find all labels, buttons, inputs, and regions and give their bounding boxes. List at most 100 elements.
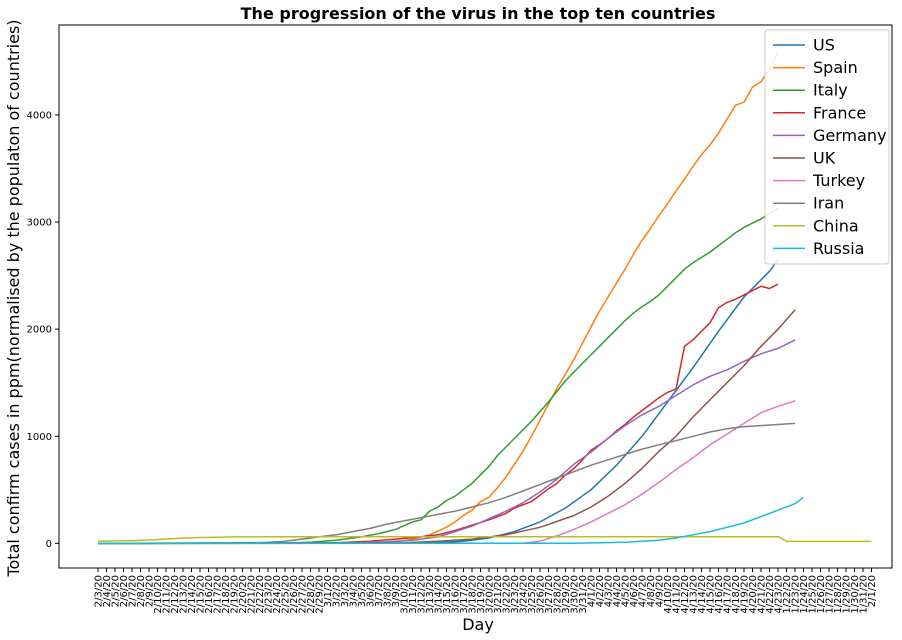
y-axis-label: Total confirm cases in ppm(normalised by… [4,19,23,577]
x-tick-label: 3/30/20 [570,575,581,614]
x-tick-label: 3/12/20 [417,575,428,614]
x-tick-label: 4/3/20 [604,575,615,607]
x-tick-label: 3/27/20 [544,575,555,614]
x-tick-label: 2/9/20 [145,575,156,607]
x-tick-label: 3/15/20 [442,575,453,614]
x-tick-label: 4/5/20 [621,575,632,607]
x-tick-label: 2/4/20 [102,575,113,607]
x-tick-label: 4/17/20 [723,575,734,614]
series-line-italy [97,207,779,545]
x-tick-label: 3/9/20 [391,575,402,607]
x-tick-label: 1/30/20 [850,575,861,614]
x-tick-label: 3/1/20 [323,575,334,607]
x-tick-label: 2/8/20 [136,575,147,607]
x-tick-label: 3/6/20 [366,575,377,607]
x-tick-label: 2/26/20 [289,575,300,614]
x-tick-label: 4/4/20 [612,575,623,607]
x-tick-label: 3/24/20 [519,575,530,614]
series-line-russia [97,496,804,545]
legend-label: UK [813,149,836,168]
plot-area [58,24,893,569]
y-axis-ticks: 0 1000 2000 3000 4000 [27,110,59,550]
x-tick-label: 4/10/20 [663,575,674,614]
y-tick-label: 4000 [27,110,52,121]
x-tick-label: 3/16/20 [451,575,462,614]
x-axis-ticks: 2/3/202/4/202/5/202/6/202/7/202/8/202/9/… [94,568,878,614]
x-tick-label: 3/11/20 [408,575,419,614]
x-tick-label: 2/13/20 [179,575,190,614]
x-tick-label: 1/25/20 [808,575,819,614]
x-tick-label: 2/17/20 [213,575,224,614]
x-tick-label: 2/5/20 [111,575,122,607]
x-tick-label: 2/22/20 [255,575,266,614]
legend-label: Germany [813,126,887,145]
x-tick-label: 2/16/20 [204,575,215,614]
x-axis-label: Day [462,615,494,634]
x-tick-label: 3/22/20 [502,575,513,614]
x-tick-label: 3/5/20 [357,575,368,607]
chart-title: The progression of the virus in the top … [241,4,716,23]
legend-label: Russia [813,239,864,258]
x-tick-label: 3/31/20 [578,575,589,614]
x-tick-label: 4/23/20 [774,575,785,614]
x-tick-label: 3/4/20 [349,575,360,607]
x-tick-label: 4/16/20 [714,575,725,614]
series-line-turkey [97,400,796,545]
x-tick-label: 1/29/20 [842,575,853,614]
x-tick-label: 4/13/20 [689,575,700,614]
legend: US Spain Italy France Germany UK Turkey Iran Chi… [764,29,890,265]
x-tick-label: 1/31/20 [859,575,870,614]
x-tick-label: 3/21/20 [493,575,504,614]
legend-label: France [813,103,866,122]
x-tick-label: 3/25/20 [527,575,538,614]
x-tick-label: 2/21/20 [247,575,258,614]
series-line-france [97,283,779,545]
x-tick-label: 3/18/20 [468,575,479,614]
legend-label: US [813,36,835,55]
series-line-us [97,259,779,545]
x-tick-label: 1/24/20 [799,575,810,614]
x-tick-label: 2/14/20 [187,575,198,614]
legend-label: China [813,216,859,235]
x-tick-label: 3/26/20 [536,575,547,614]
x-tick-label: 4/8/20 [646,575,657,607]
x-tick-label: 1/22/20 [782,575,793,614]
x-tick-label: 3/13/20 [425,575,436,614]
x-tick-label: 2/28/20 [306,575,317,614]
x-tick-label: 4/12/20 [680,575,691,614]
series-line-spain [97,52,779,545]
x-tick-label: 1/27/20 [825,575,836,614]
x-tick-label: 1/28/20 [833,575,844,614]
x-tick-label: 4/2/20 [595,575,606,607]
x-tick-label: 2/20/20 [238,575,249,614]
x-tick-label: 2/15/20 [196,575,207,614]
x-tick-label: 2/10/20 [153,575,164,614]
legend-label: Iran [813,194,844,213]
x-tick-label: 3/19/20 [476,575,487,614]
x-tick-label: 1/23/20 [791,575,802,614]
x-tick-label: 2/24/20 [272,575,283,614]
x-tick-label: 2/27/20 [298,575,309,614]
y-tick-label: 3000 [27,218,52,229]
legend-label: Italy [813,81,848,100]
series-line-uk [97,309,796,545]
series-line-iran [97,422,796,545]
y-tick-label: 2000 [27,325,52,336]
x-tick-label: 2/6/20 [119,575,130,607]
y-tick-label: 1000 [27,432,52,443]
x-tick-label: 2/11/20 [162,575,173,614]
x-tick-label: 4/22/20 [765,575,776,614]
x-tick-label: 2/18/20 [221,575,232,614]
x-tick-label: 4/15/20 [706,575,717,614]
x-tick-label: 3/10/20 [400,575,411,614]
x-tick-label: 4/6/20 [629,575,640,607]
legend-box [764,29,890,265]
x-tick-label: 2/7/20 [128,575,139,607]
x-tick-label: 2/25/20 [281,575,292,614]
x-tick-label: 1/26/20 [816,575,827,614]
x-tick-label: 2/23/20 [264,575,275,614]
y-tick-label: 0 [46,539,52,550]
x-tick-label: 3/14/20 [434,575,445,614]
x-tick-label: 4/21/20 [757,575,768,614]
